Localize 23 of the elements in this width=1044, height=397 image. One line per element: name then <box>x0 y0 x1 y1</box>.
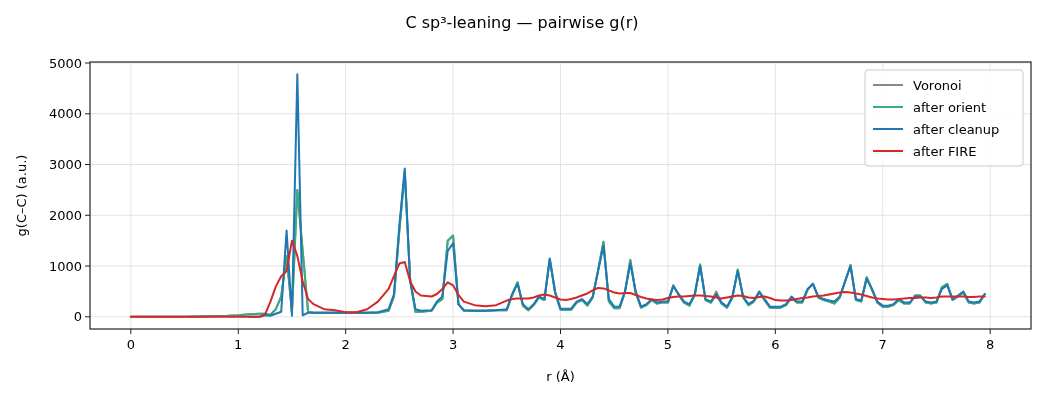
y-tick-label: 1000 <box>48 258 82 274</box>
y-tick-label: 4000 <box>48 106 82 122</box>
chart-title: C sp³-leaning — pairwise g(r) <box>405 13 639 32</box>
x-tick-label: 7 <box>878 337 887 352</box>
legend-label: after cleanup <box>913 121 1000 137</box>
y-axis-title: g(C–C) (a.u.) <box>14 154 29 237</box>
x-tick-label: 2 <box>341 337 350 352</box>
y-tick-label: 3000 <box>48 157 82 173</box>
legend-label: Voronoi <box>913 77 962 93</box>
x-tick-label: 5 <box>663 337 673 352</box>
y-tick-label: 5000 <box>48 55 82 71</box>
x-tick-label: 1 <box>234 337 243 352</box>
legend-label: after orient <box>913 99 987 115</box>
x-tick-label: 6 <box>771 337 780 352</box>
legend-label: after FIRE <box>913 143 977 159</box>
y-tick-label: 2000 <box>48 207 82 223</box>
x-tick-label: 8 <box>986 337 995 352</box>
y-tick-label: 0 <box>73 309 82 325</box>
line-series <box>129 239 986 318</box>
x-tick-label: 4 <box>556 337 565 352</box>
x-tick-label: 3 <box>448 337 458 352</box>
x-tick-label: 0 <box>126 337 135 352</box>
x-axis-title: r (Å) <box>546 369 575 384</box>
